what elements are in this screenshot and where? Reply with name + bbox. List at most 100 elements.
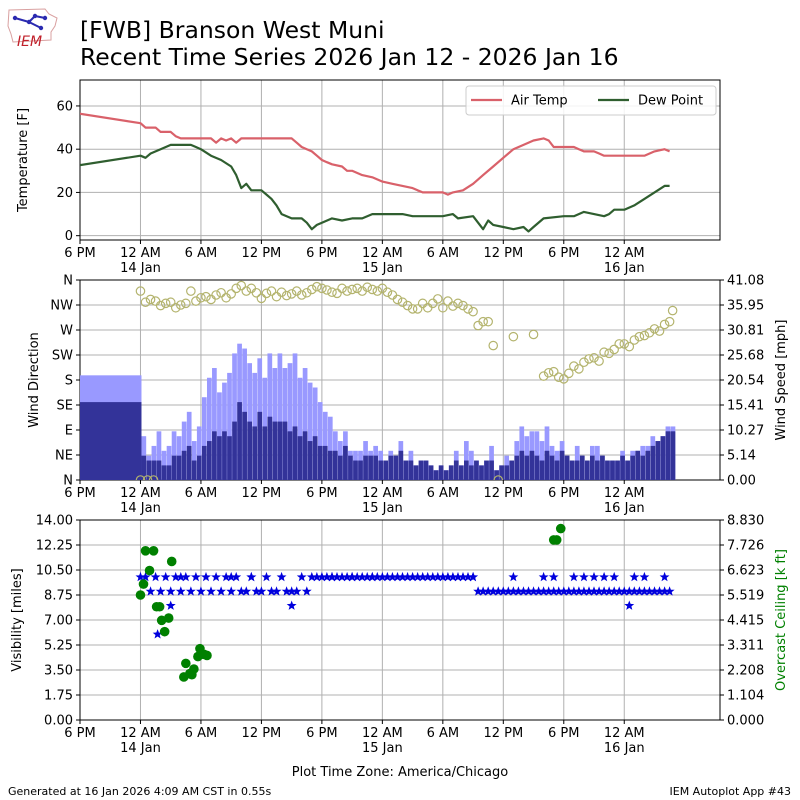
wind-speed-bar: [640, 455, 646, 480]
wind-direction-point: [468, 306, 478, 317]
visibility-point: [211, 571, 221, 582]
wind-speed-bar: [625, 460, 630, 480]
wind-speed-bar: [549, 455, 555, 480]
wind-speed-bar: [438, 465, 444, 480]
wind-speed-bar: [418, 460, 424, 480]
visibility-point: [301, 586, 312, 596]
visibility-point: [271, 586, 282, 596]
wind-direction-point: [528, 329, 539, 340]
wind-speed-bar: [388, 455, 394, 480]
wind-speed-tick-label: 35.95: [727, 299, 764, 314]
visibility-point: [296, 571, 307, 582]
ceiling-tick-label: 5.519: [727, 589, 764, 604]
wind-direction-tick-label: E: [65, 424, 73, 439]
visibility-point: [152, 629, 163, 639]
wind-speed-bar: [403, 460, 409, 480]
visibility-point: [639, 586, 650, 596]
wind-speed-bar: [217, 436, 222, 480]
wind-speed-bar: [156, 460, 162, 480]
wind-direction-point: [382, 287, 393, 298]
dew-point-line: [80, 143, 670, 233]
wind-speed-bar: [630, 455, 635, 480]
wind-speed-bar: [453, 460, 459, 480]
ceiling-point: [202, 650, 212, 661]
visibility-point: [276, 571, 287, 582]
visibility-point: [604, 586, 615, 596]
ceiling-point: [144, 565, 155, 576]
wind-gust-bar: [156, 431, 162, 480]
legend-label-air-temp: Air Temp: [511, 94, 568, 109]
x-tick-label: 12 AM: [120, 246, 161, 261]
visibility-point: [468, 571, 478, 582]
x-tick-label: 6 PM: [64, 246, 95, 261]
visibility-point: [352, 571, 363, 582]
wind-direction-point: [548, 366, 559, 377]
wind-gust-bar: [327, 416, 333, 480]
visibility-point: [135, 571, 146, 582]
wind-direction-tick-label: W: [60, 324, 73, 339]
wind-gust-bar: [302, 368, 308, 480]
wind-speed-bar: [413, 465, 419, 480]
wind-speed-bar: [423, 460, 429, 480]
chart-title-period: Recent Time Series 2026 Jan 12 - 2026 Ja…: [80, 43, 619, 71]
x-tick-date-label: 16 Jan: [604, 261, 645, 276]
x-tick-label: 6 AM: [427, 246, 460, 261]
visibility-point: [145, 586, 156, 596]
visibility-point: [458, 571, 468, 582]
wind-speed-bar: [327, 450, 333, 480]
wind-direction-point: [160, 298, 171, 309]
wind-direction-tick-label: SW: [52, 349, 73, 364]
wind-direction-point: [407, 304, 418, 314]
wind-speed-bar: [277, 421, 283, 480]
wind-direction-point: [271, 291, 282, 302]
wind-speed-bar: [196, 455, 202, 480]
wind-direction-point: [317, 283, 327, 294]
visibility-point: [387, 571, 398, 582]
wind-speed-bar: [670, 431, 676, 480]
wind-speed-bar: [519, 450, 525, 480]
wind-speed-bar: [302, 431, 308, 480]
wind-speed-bar: [272, 421, 278, 480]
x-tick-label: 6 PM: [548, 486, 579, 501]
wind-direction-point: [438, 302, 448, 313]
plot-area: [135, 523, 675, 682]
ceiling-point: [166, 556, 177, 567]
visibility-point: [316, 571, 327, 582]
x-tick-label: 6 AM: [185, 726, 218, 741]
visibility-point: [432, 571, 443, 582]
visibility-axis-label: Visibility [miles]: [10, 568, 25, 671]
wind-direction-point: [211, 290, 221, 300]
wind-speed-bar: [332, 450, 338, 480]
wind-direction-point: [246, 283, 257, 294]
wind-speed-tick-label: 20.54: [727, 374, 764, 389]
x-tick-date-label: 16 Jan: [604, 741, 645, 756]
wind-speed-bar: [161, 465, 167, 480]
wind-direction-point: [307, 284, 317, 295]
wind-speed-bar: [448, 465, 454, 480]
wind-direction-point: [614, 339, 625, 349]
x-tick-label: 6 PM: [306, 486, 337, 501]
wind-speed-tick-label: 41.08: [727, 274, 764, 289]
wind-direction-point: [312, 281, 322, 292]
wind-gust-bar: [201, 397, 207, 480]
visibility-point: [624, 586, 635, 596]
temperature-legend: Air Temp Dew Point: [465, 85, 717, 116]
wind-direction-point: [443, 296, 453, 306]
x-tick-label: 12 PM: [483, 486, 523, 501]
visibility-point: [594, 586, 604, 596]
wind-direction-point: [432, 294, 443, 304]
wind-speed-bar: [645, 450, 651, 480]
visibility-point: [392, 571, 403, 582]
visibility-point: [191, 571, 201, 582]
wind-direction-point: [589, 352, 599, 363]
wind-speed-bar: [559, 450, 565, 480]
ceiling-tick-label: 1.104: [727, 689, 764, 704]
wind-direction-point: [241, 286, 252, 296]
wind-gust-bar: [227, 372, 232, 480]
ceiling-tick-label: 2.208: [727, 664, 764, 679]
wind-direction-point: [558, 374, 569, 384]
x-tick-label: 6 PM: [306, 246, 337, 261]
wind-speed-bar: [534, 455, 540, 480]
wind-direction-point: [402, 300, 413, 311]
